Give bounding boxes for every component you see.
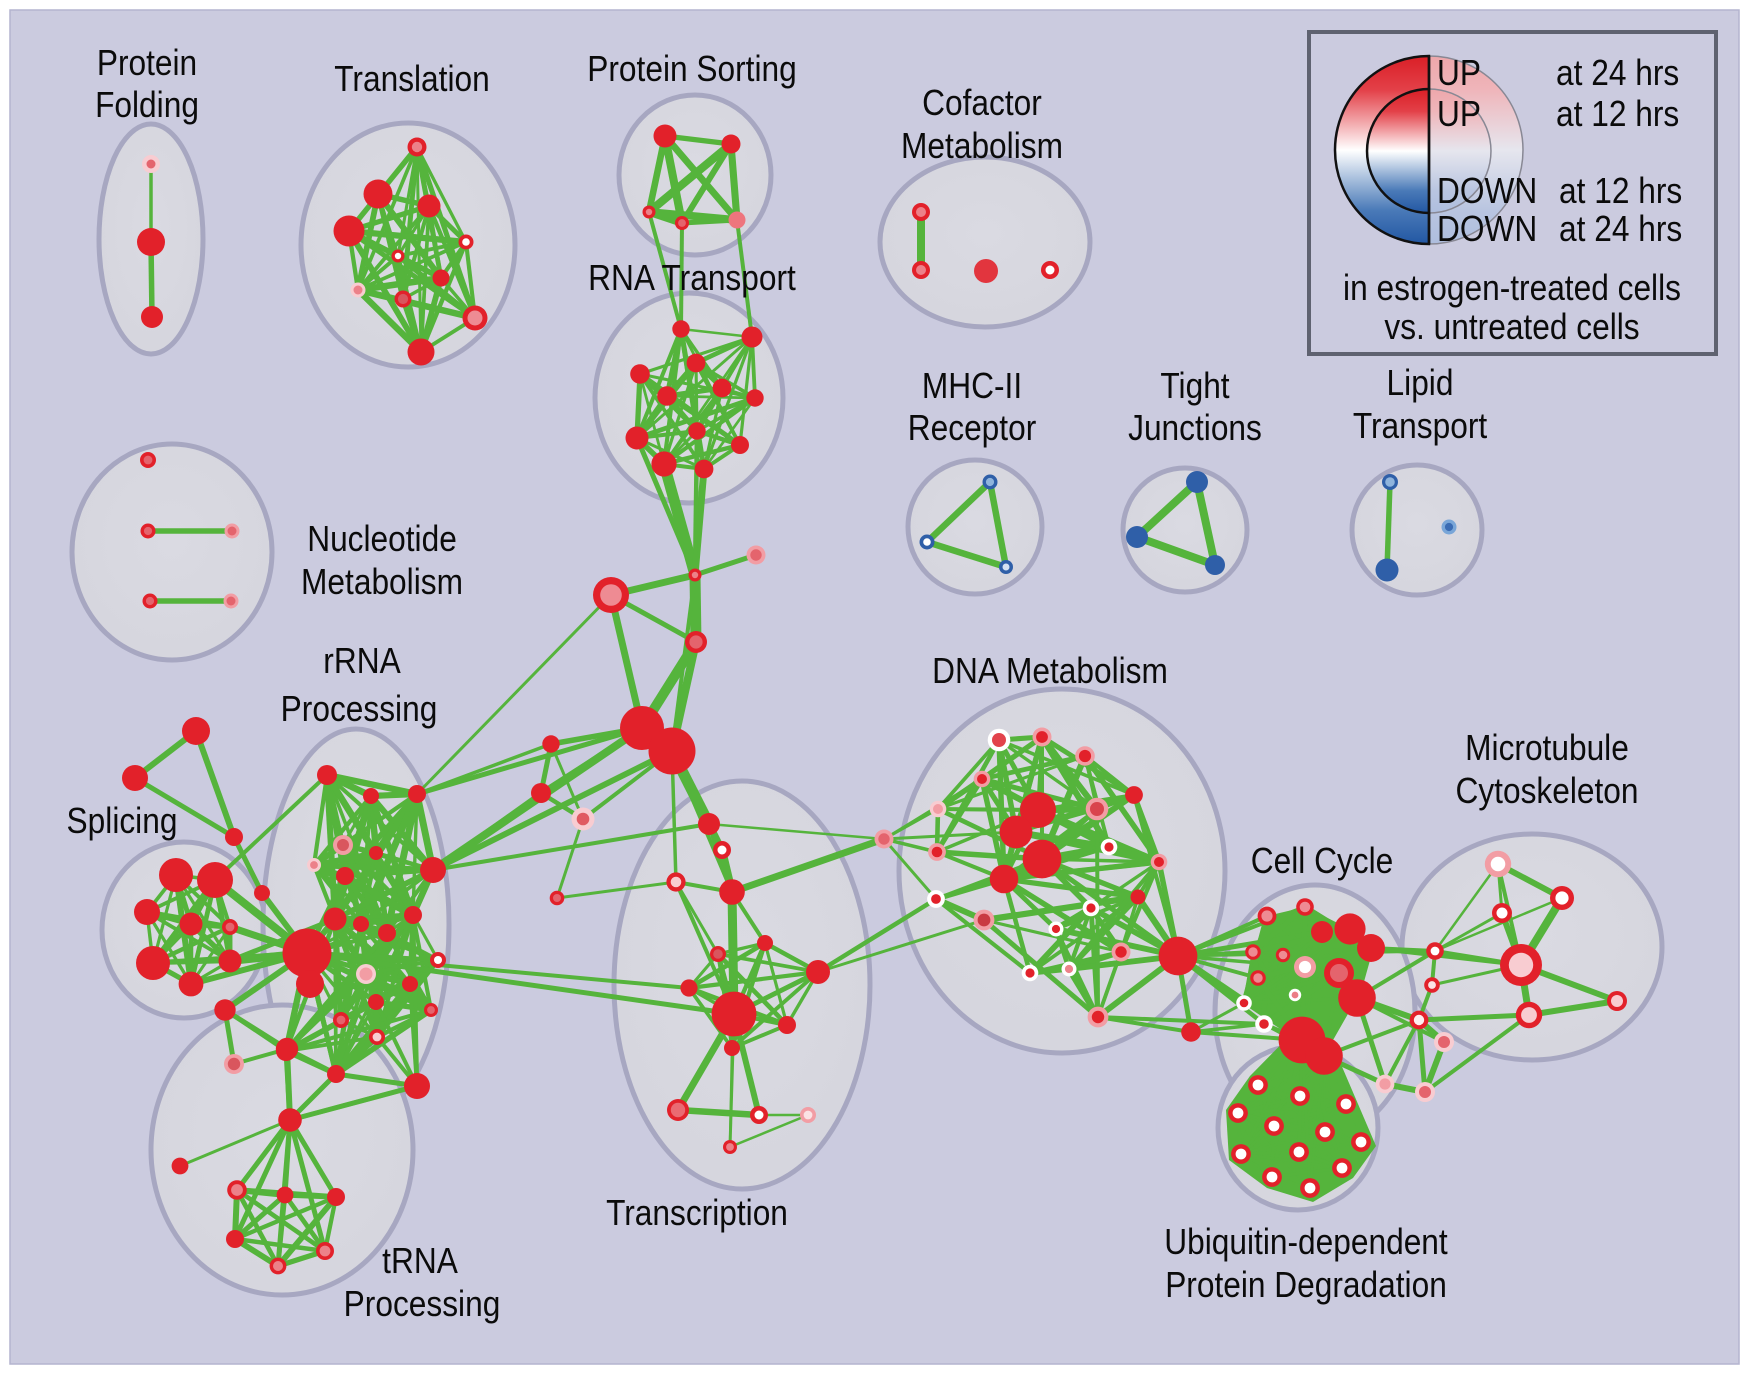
svg-text:vs. untreated cells: vs. untreated cells bbox=[1384, 307, 1639, 347]
svg-text:Receptor: Receptor bbox=[908, 408, 1036, 448]
svg-text:Transcription: Transcription bbox=[606, 1193, 788, 1233]
svg-text:Folding: Folding bbox=[95, 85, 199, 125]
svg-text:rRNA: rRNA bbox=[323, 641, 401, 681]
svg-text:tRNA: tRNA bbox=[382, 1241, 458, 1281]
svg-text:Translation: Translation bbox=[334, 59, 489, 99]
svg-text:Lipid: Lipid bbox=[1387, 363, 1454, 403]
svg-text:Metabolism: Metabolism bbox=[901, 126, 1063, 166]
svg-text:DOWN: DOWN bbox=[1437, 171, 1537, 211]
svg-text:Transport: Transport bbox=[1353, 406, 1488, 446]
svg-text:UP: UP bbox=[1437, 53, 1481, 93]
svg-text:Splicing: Splicing bbox=[67, 801, 178, 841]
svg-text:Nucleotide: Nucleotide bbox=[307, 519, 457, 559]
svg-text:Cell Cycle: Cell Cycle bbox=[1251, 841, 1394, 881]
svg-text:Protein Degradation: Protein Degradation bbox=[1165, 1265, 1447, 1305]
svg-text:at 12 hrs: at 12 hrs bbox=[1559, 171, 1682, 211]
svg-text:Processing: Processing bbox=[344, 1284, 501, 1324]
svg-text:UP: UP bbox=[1437, 94, 1481, 134]
svg-text:RNA Transport: RNA Transport bbox=[588, 258, 796, 298]
svg-text:MHC-II: MHC-II bbox=[922, 366, 1022, 406]
svg-text:Processing: Processing bbox=[281, 689, 438, 729]
svg-text:Protein: Protein bbox=[97, 43, 197, 83]
svg-text:DNA Metabolism: DNA Metabolism bbox=[932, 651, 1168, 691]
svg-text:at 24 hrs: at 24 hrs bbox=[1556, 53, 1679, 93]
svg-text:Tight: Tight bbox=[1160, 366, 1230, 406]
svg-text:Cofactor: Cofactor bbox=[922, 83, 1042, 123]
svg-text:at 12 hrs: at 12 hrs bbox=[1556, 94, 1679, 134]
svg-text:Metabolism: Metabolism bbox=[301, 562, 463, 602]
svg-text:DOWN: DOWN bbox=[1437, 209, 1537, 249]
svg-text:Cytoskeleton: Cytoskeleton bbox=[1455, 771, 1638, 811]
svg-text:Ubiquitin-dependent: Ubiquitin-dependent bbox=[1164, 1222, 1448, 1262]
svg-text:Microtubule: Microtubule bbox=[1465, 728, 1629, 768]
svg-text:Protein Sorting: Protein Sorting bbox=[587, 49, 796, 89]
svg-text:at 24 hrs: at 24 hrs bbox=[1559, 209, 1682, 249]
svg-text:Junctions: Junctions bbox=[1128, 408, 1262, 448]
svg-text:in estrogen-treated cells: in estrogen-treated cells bbox=[1343, 268, 1681, 308]
